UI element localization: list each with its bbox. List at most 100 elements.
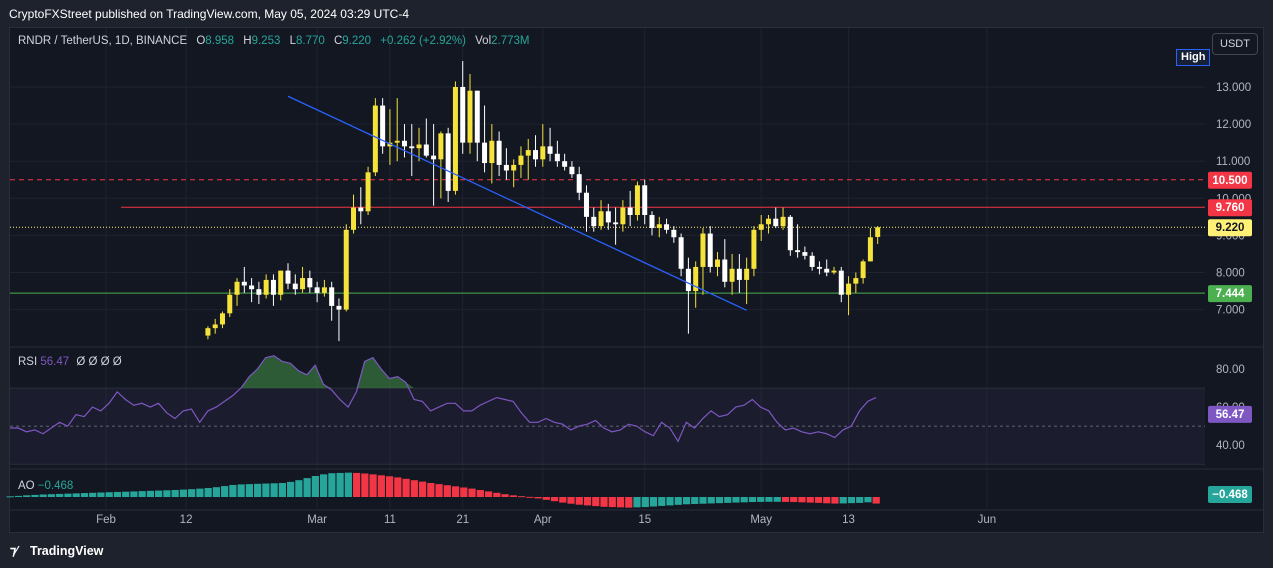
ao-bar xyxy=(765,497,773,502)
chart-frame[interactable] xyxy=(9,27,1264,533)
ao-bar xyxy=(633,497,641,508)
candle-body xyxy=(292,283,298,290)
x-tick-label: 11 xyxy=(384,514,396,526)
rsi-overbought-fill xyxy=(356,357,415,389)
y-tick-label: 8.000 xyxy=(1216,268,1245,280)
ao-bar xyxy=(39,494,47,497)
ao-bar xyxy=(484,491,493,497)
rsi-overbought-fill xyxy=(240,355,332,389)
ao-name[interactable]: AO xyxy=(18,480,35,492)
candle-body xyxy=(241,281,247,286)
ao-bar xyxy=(583,497,592,506)
rsi-tick-label: 80.00 xyxy=(1216,364,1245,376)
candle-body xyxy=(867,237,873,262)
ao-bar xyxy=(171,490,179,497)
candle-body xyxy=(795,250,801,253)
candle-body xyxy=(372,105,378,173)
ao-bar xyxy=(344,472,352,497)
candle-body xyxy=(321,287,327,293)
ao-bar xyxy=(80,493,89,497)
ao-bar xyxy=(468,488,476,497)
footer xyxy=(0,534,1273,568)
ao-bar xyxy=(353,472,361,497)
tradingview-logo-icon: ⁊⁄ xyxy=(10,544,17,558)
top-bar: CryptoFXStreet published on TradingView.… xyxy=(0,0,1273,26)
candle-body xyxy=(380,105,386,147)
ao-bar xyxy=(649,497,658,507)
x-tick-label: Feb xyxy=(96,514,116,526)
ao-bar xyxy=(287,481,295,497)
candle-body xyxy=(802,252,808,256)
candle-body xyxy=(416,144,422,149)
candle-body xyxy=(518,155,524,165)
ao-bar xyxy=(773,497,781,502)
candle-body xyxy=(445,133,451,191)
candle-body xyxy=(671,229,677,238)
ao-bar xyxy=(790,497,798,503)
ao-bar xyxy=(641,497,649,508)
ao-bar xyxy=(23,495,31,497)
candle-body xyxy=(270,279,276,295)
ao-bar xyxy=(204,488,212,497)
candle-body xyxy=(474,90,480,143)
close-value: 9.220 xyxy=(342,35,372,47)
ao-bar xyxy=(509,495,517,497)
high-label: H xyxy=(243,35,252,47)
ao-bar xyxy=(385,476,394,497)
candle-body xyxy=(285,270,291,284)
candle-body xyxy=(460,87,466,143)
tradingview-logo[interactable]: ⁊⁄ TradingView xyxy=(10,543,103,558)
ao-bar xyxy=(460,487,468,497)
ao-bar xyxy=(155,490,163,497)
ao-bar xyxy=(237,484,245,497)
rsi-name[interactable]: RSI xyxy=(18,356,38,368)
ao-bar xyxy=(221,486,229,497)
ao-bar xyxy=(369,474,377,497)
ao-bar xyxy=(146,490,155,497)
ao-bar xyxy=(856,497,864,503)
price-level-badge: 7.444 xyxy=(1216,288,1245,300)
price-level-badge-bg xyxy=(1208,219,1252,237)
ao-bar xyxy=(278,483,286,497)
price-level-badge: 9.220 xyxy=(1216,222,1245,234)
candle-body xyxy=(307,278,313,288)
ao-bar xyxy=(179,489,187,497)
candle-body xyxy=(744,268,750,280)
ao-bar xyxy=(402,478,410,497)
ao-bar xyxy=(113,491,122,497)
candle-body xyxy=(533,150,539,160)
ao-bar xyxy=(97,492,105,497)
ao-bar xyxy=(320,474,328,497)
ao-bar xyxy=(196,488,204,497)
ao-bar xyxy=(229,484,237,497)
candle-body xyxy=(758,224,764,230)
candle-body xyxy=(729,268,735,282)
open-value: 8.958 xyxy=(205,35,235,47)
candle-body xyxy=(227,294,233,314)
change-value: +0.262 (+2.92%) xyxy=(380,35,466,47)
price-level-badge: 10.500 xyxy=(1212,175,1247,187)
candle-body xyxy=(431,155,437,160)
high-badge: High xyxy=(1176,49,1211,66)
candle-body xyxy=(765,218,771,225)
ao-bar xyxy=(122,491,130,497)
candle-body xyxy=(394,140,400,143)
candle-body xyxy=(853,278,859,284)
ao-bar xyxy=(600,497,608,507)
ao-bar xyxy=(740,497,748,503)
candle-body xyxy=(780,216,786,227)
ao-bar xyxy=(31,494,39,497)
y-tick-label: 12.000 xyxy=(1216,119,1251,131)
candle-body xyxy=(234,281,240,295)
symbol-name[interactable]: RNDR / TetherUS, 1D, BINANCE xyxy=(18,35,188,47)
currency-button[interactable]: USDT xyxy=(1212,33,1258,55)
ao-bar xyxy=(130,491,138,497)
ao-bar xyxy=(476,490,484,497)
ao-bar xyxy=(427,483,435,497)
ao-bar xyxy=(410,480,418,497)
ao-bar xyxy=(105,492,113,497)
candle-body xyxy=(219,313,225,325)
ao-bar xyxy=(542,497,550,500)
rsi-params: Ø Ø Ø Ø xyxy=(76,356,122,368)
